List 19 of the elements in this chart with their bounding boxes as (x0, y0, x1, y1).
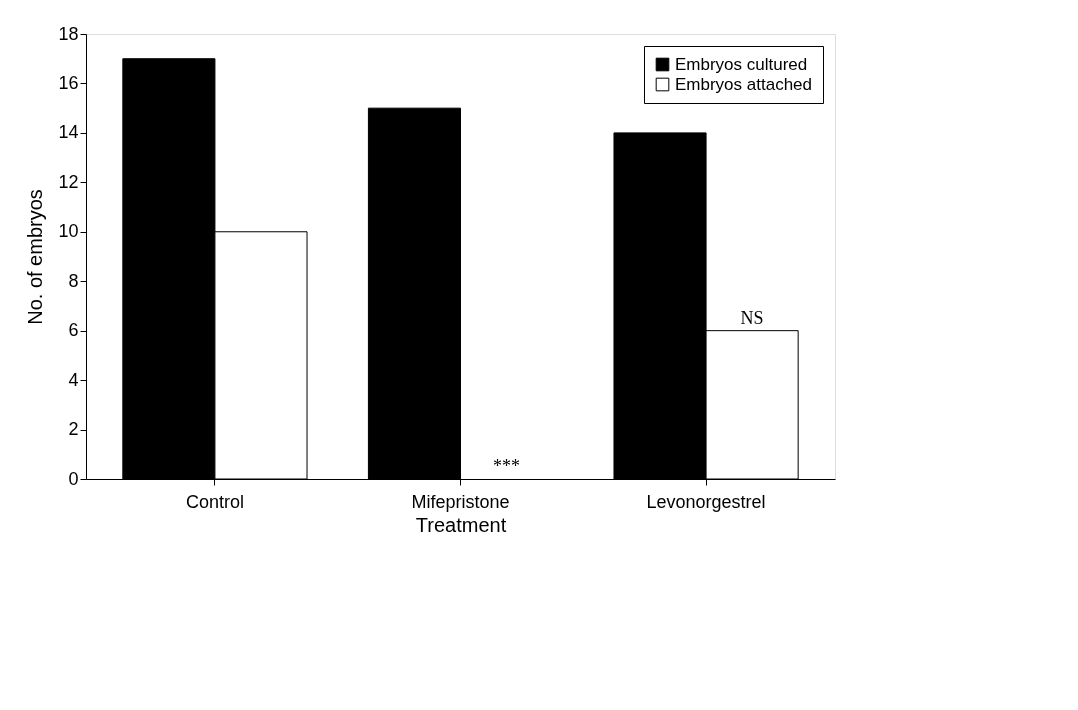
legend-label: Embryos cultured (675, 54, 808, 74)
y-tick-label: 12 (58, 171, 79, 192)
y-tick-label: 2 (68, 419, 79, 440)
y-axis-title: No. of embryos (24, 189, 47, 325)
y-tick-label: 8 (68, 270, 79, 291)
x-tick-label: Mifepristone (411, 491, 510, 512)
legend-label: Embryos attached (675, 74, 813, 94)
y-tick-label: 0 (68, 468, 79, 489)
x-tick-label: Control (185, 491, 244, 512)
y-tick-label: 4 (68, 369, 79, 390)
y-tick-label: 10 (58, 221, 79, 242)
x-tick-label: Levonorgestrel (646, 491, 766, 512)
y-tick-label: 18 (58, 23, 79, 44)
y-tick-label: 6 (68, 320, 79, 341)
annotation: NS (740, 307, 764, 328)
y-tick-label: 14 (58, 122, 79, 143)
y-tick-label: 16 (58, 72, 79, 93)
annotation: *** (493, 456, 521, 476)
x-axis-title: Treatment (415, 513, 507, 536)
